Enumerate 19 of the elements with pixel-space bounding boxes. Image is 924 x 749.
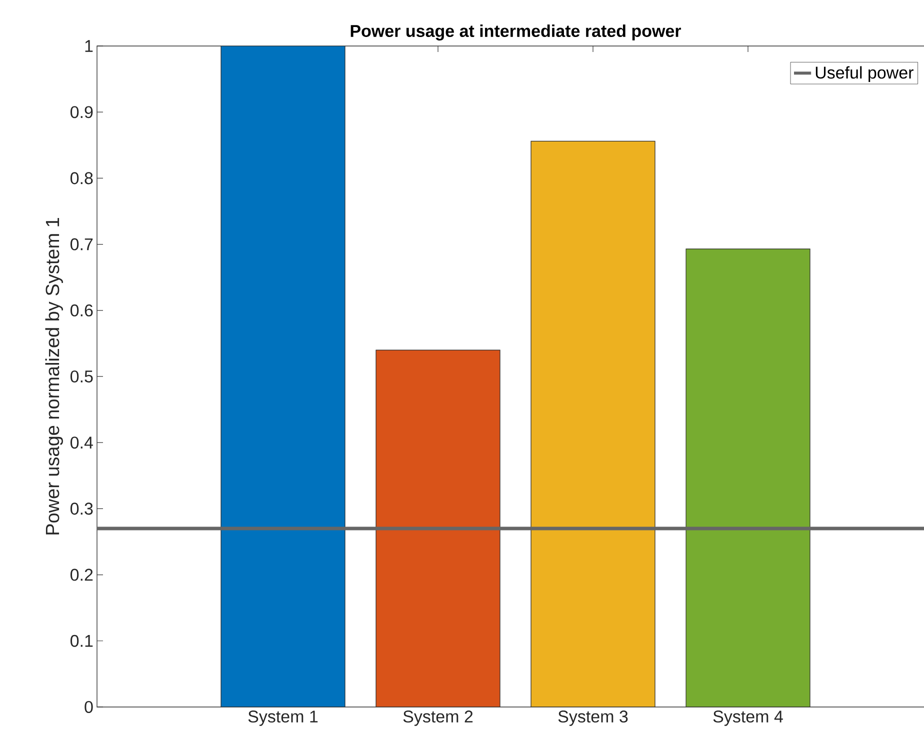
legend-label: Useful power	[816, 66, 914, 82]
chart-title: Power usage at intermediate rated power	[350, 24, 682, 40]
y-tick-label: 0.4	[70, 436, 93, 449]
y-tick-label: 0.2	[70, 568, 93, 581]
y-tick-label: 0.8	[70, 172, 93, 184]
y-tick-label: 0.3	[70, 502, 93, 515]
x-tick-label: System 2	[403, 710, 473, 726]
y-tick-label: 0.9	[70, 106, 93, 118]
y-tick-label: 0.7	[70, 238, 93, 250]
y-tick-label: 0.1	[70, 634, 93, 647]
x-tick-label: System 4	[713, 710, 783, 726]
x-tick-label: System 3	[558, 710, 628, 726]
bar	[376, 350, 500, 707]
y-tick-label: 0	[84, 700, 93, 714]
y-tick-label: 0.6	[70, 304, 93, 316]
y-tick-label: 1	[85, 40, 93, 52]
x-tick-label: System 1	[248, 710, 318, 726]
y-tick-label: 0.5	[70, 370, 93, 383]
y-axis-title: Power usage normalized by System 1	[45, 218, 63, 534]
